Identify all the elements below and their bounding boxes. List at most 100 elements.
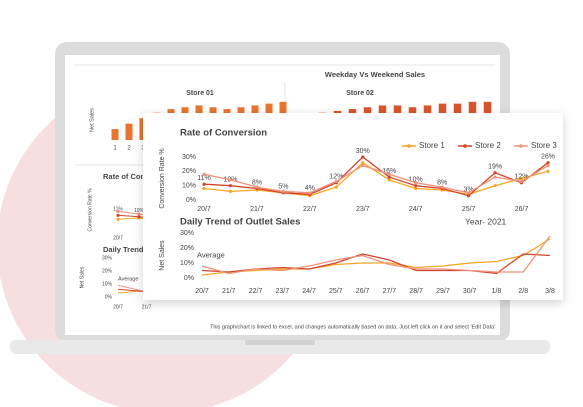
x-tick-label: 25/7 <box>329 288 343 295</box>
y-tick-label: 30% <box>180 230 194 237</box>
point <box>467 194 471 198</box>
y-tick-label: 10% <box>182 183 196 190</box>
point <box>334 179 338 183</box>
y-tick-label: 30% <box>102 255 113 261</box>
point <box>228 189 233 193</box>
point <box>116 209 120 213</box>
point <box>493 175 497 179</box>
data-label: 11% <box>113 207 123 213</box>
legend-label: Store 1 <box>419 141 445 150</box>
point <box>414 186 418 191</box>
x-tick-label: 20/7 <box>113 304 123 310</box>
series-line <box>201 238 551 276</box>
point <box>414 181 418 185</box>
chart-title: Store 02 <box>346 90 374 97</box>
x-tick-label: 21/7 <box>142 304 152 310</box>
data-label: 12% <box>515 174 529 181</box>
x-tick-label: 30/7 <box>463 288 477 295</box>
point <box>137 215 141 219</box>
series-line <box>203 156 549 197</box>
x-tick-label: 3/8 <box>545 288 555 295</box>
x-tick-label: 20/7 <box>197 206 211 213</box>
chart-title: Daily Trend of Outlet Sales <box>180 217 300 228</box>
point <box>467 191 471 195</box>
point <box>361 164 365 168</box>
y-tick-label: 10% <box>180 260 194 267</box>
point <box>519 179 524 183</box>
laptop-base <box>10 340 550 354</box>
y-tick-label: 30% <box>182 154 196 161</box>
x-tick-label: 2 <box>127 146 131 152</box>
point <box>493 171 497 175</box>
y-tick-label: 20% <box>182 168 196 175</box>
annotation: Average <box>197 250 225 259</box>
point <box>308 191 312 195</box>
chart-title: Rate of Conversion <box>103 172 172 181</box>
x-tick-label: 22/7 <box>303 206 317 213</box>
x-tick-label: 1 <box>113 146 117 152</box>
x-tick-label: 20/7 <box>195 288 209 295</box>
point <box>440 185 444 189</box>
series-line <box>203 164 549 194</box>
data-label: 30% <box>356 148 370 155</box>
x-tick-label: 1/8 <box>492 288 502 295</box>
point <box>281 189 285 193</box>
x-tick-label: 28/7 <box>409 288 423 295</box>
chart-title: Store 01 <box>186 90 214 97</box>
legend-marker <box>463 144 467 148</box>
x-tick-label: 27/7 <box>383 288 397 295</box>
x-tick-label: 22/7 <box>249 288 263 295</box>
point <box>387 172 391 176</box>
y-tick-label: 20% <box>180 245 194 252</box>
point <box>519 176 524 181</box>
x-tick-label: 24/7 <box>302 288 316 295</box>
y-tick-label: 0% <box>105 294 113 300</box>
point <box>361 161 365 165</box>
data-label: 26% <box>541 154 555 161</box>
data-label: 10% <box>134 208 145 214</box>
annotation: Average <box>118 276 138 282</box>
y-tick-label: 10% <box>102 281 113 287</box>
point <box>493 184 497 188</box>
x-tick-label: 20/7 <box>113 235 123 241</box>
y-axis-label: Net Sales <box>79 266 85 288</box>
point <box>334 185 338 189</box>
y-axis-label: Net Sales <box>159 240 166 271</box>
point <box>202 186 206 191</box>
legend-label: Store 2 <box>475 141 501 150</box>
y-axis-label: Conversion Rate % <box>159 148 166 208</box>
data-label: 16% <box>382 168 396 175</box>
point <box>546 161 550 165</box>
x-tick-label: 23/7 <box>356 206 370 213</box>
data-label: 19% <box>488 164 502 171</box>
x-tick-label: 23/7 <box>275 288 289 295</box>
data-label: 4% <box>305 185 315 192</box>
point <box>116 217 120 221</box>
x-tick-label: 2/8 <box>518 288 528 295</box>
data-label: 12% <box>329 174 343 181</box>
point <box>414 184 418 188</box>
point <box>361 155 365 159</box>
x-tick-label: 25/7 <box>462 206 476 213</box>
bar <box>111 129 119 140</box>
y-axis-label: Conversion Rate % <box>87 188 93 232</box>
point <box>255 185 259 189</box>
chart-subtitle: Year- 2021 <box>465 216 507 226</box>
x-tick-label: 26/7 <box>515 206 529 213</box>
point <box>228 184 233 188</box>
y-tick-label: 0% <box>184 275 194 282</box>
point <box>116 213 120 217</box>
y-axis-label: Net Sales <box>89 108 95 132</box>
point <box>228 178 233 182</box>
laptop-notch <box>245 340 315 345</box>
overlay-card: Rate of Conversion Conversion Rate % 0% 10%… <box>143 113 563 300</box>
point <box>546 169 550 173</box>
data-label: 8% <box>437 179 447 186</box>
x-tick-label: 29/7 <box>436 288 450 295</box>
series-line <box>203 161 549 197</box>
chart-title: Rate of Conversion <box>180 128 267 139</box>
data-label: 10% <box>409 177 423 184</box>
legend-label: Store 3 <box>531 141 557 150</box>
data-label: 5% <box>278 184 288 191</box>
